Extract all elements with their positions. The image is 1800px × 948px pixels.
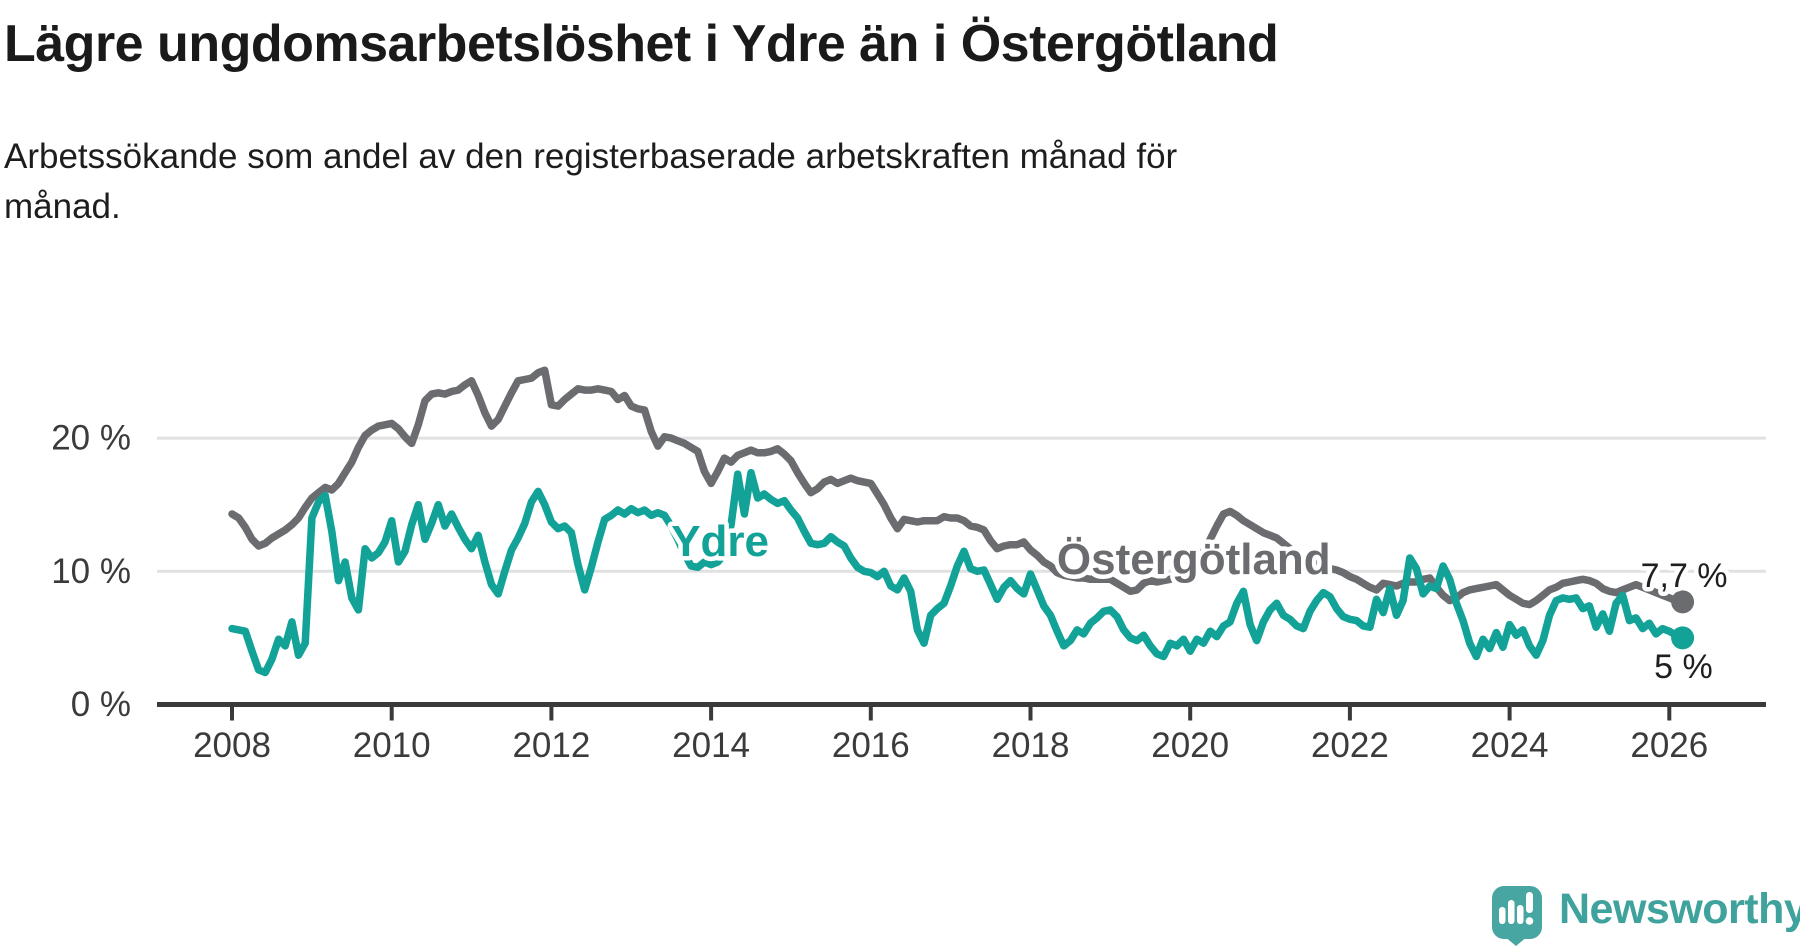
chart-subtitle-line1: Arbetssökande som andel av den registerb… xyxy=(4,137,1178,176)
y-tick-label-20: 20 % xyxy=(51,419,131,458)
series-line--sterg-tland xyxy=(228,366,1687,609)
x-tick-label-2026: 2026 xyxy=(1630,726,1708,765)
bar-icon-small xyxy=(1499,907,1506,924)
y-tick-label-10: 10 % xyxy=(51,552,131,591)
newsworthy-logo: Newsworthy xyxy=(1490,884,1800,947)
speech-bubble-tail xyxy=(1504,936,1528,946)
chart-title: Lägre ungdomsarbetslöshet i Ydre än i Ös… xyxy=(4,15,1279,73)
x-tick-label-2018: 2018 xyxy=(992,726,1070,765)
x-tick-label-2024: 2024 xyxy=(1471,726,1549,765)
chart-subtitle: Arbetssökande som andel av den registerb… xyxy=(4,132,1177,232)
series-line-ydre xyxy=(228,468,1687,677)
chart-subtitle-line2: månad. xyxy=(4,187,121,227)
series-inline-label--sterg-tland: Östergötland xyxy=(1057,535,1331,584)
series-end-dot--sterg-tland xyxy=(1671,590,1695,614)
end-value-label-7-7-: 7,7 % xyxy=(1641,557,1728,595)
x-tick-label-2022: 2022 xyxy=(1311,726,1389,765)
exclamation-bar-icon xyxy=(1526,892,1533,913)
series-end-dot-ydre xyxy=(1671,626,1695,650)
bar-icon-tall xyxy=(1508,900,1515,924)
x-tick-label-2012: 2012 xyxy=(512,726,590,765)
end-value-label-5-: 5 % xyxy=(1654,648,1713,686)
series-inline-label-ydre: Ydre xyxy=(671,517,769,566)
exclamation-dot-icon xyxy=(1525,917,1534,925)
y-tick-label-0: 0 % xyxy=(71,685,131,724)
x-tick-label-2008: 2008 xyxy=(193,726,271,765)
x-tick-label-2010: 2010 xyxy=(353,726,431,765)
x-tick-label-2016: 2016 xyxy=(832,726,910,765)
x-tick-label-2020: 2020 xyxy=(1151,726,1229,765)
newsworthy-logo-icon xyxy=(1492,886,1542,946)
x-tick-label-2014: 2014 xyxy=(672,726,750,765)
newsworthy-logo-text: Newsworthy xyxy=(1559,885,1800,933)
bar-icon-medium xyxy=(1517,905,1524,924)
